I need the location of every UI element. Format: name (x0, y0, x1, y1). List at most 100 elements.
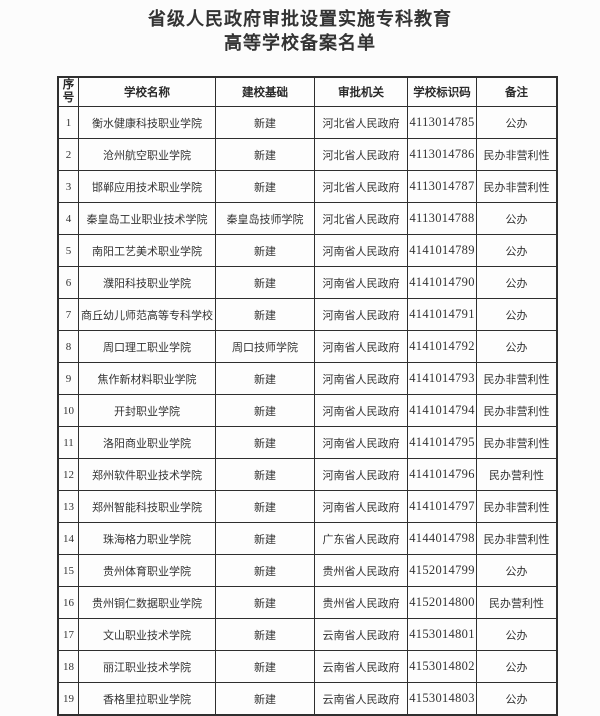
cell-founding-basis: 新建 (215, 138, 315, 171)
cell-serial-number: 5 (57, 234, 79, 267)
cell-remarks: 公办 (476, 266, 558, 299)
cell-remarks: 公办 (476, 106, 558, 139)
cell-remarks: 民办营利性 (476, 458, 558, 491)
cell-school-id-code: 4141014795 (407, 426, 477, 459)
cell-approval-authority: 云南省人民政府 (314, 682, 408, 716)
cell-approval-authority: 云南省人民政府 (314, 650, 408, 683)
cell-serial-number: 11 (57, 426, 79, 459)
cell-school-name: 香格里拉职业学院 (78, 682, 216, 716)
table-row: 12 郑州软件职业技术学院 新建 河南省人民政府 4141014796 民办营利… (57, 458, 558, 491)
cell-approval-authority: 河南省人民政府 (314, 394, 408, 427)
cell-founding-basis: 新建 (215, 682, 315, 716)
cell-serial-number: 16 (57, 586, 79, 619)
cell-school-name: 郑州软件职业技术学院 (78, 458, 216, 491)
cell-approval-authority: 河南省人民政府 (314, 330, 408, 363)
cell-school-name: 南阳工艺美术职业学院 (78, 234, 216, 267)
cell-founding-basis: 新建 (215, 298, 315, 331)
cell-founding-basis: 新建 (215, 234, 315, 267)
table-row: 2 沧州航空职业学院 新建 河北省人民政府 4113014786 民办非营利性 (57, 138, 558, 171)
cell-school-id-code: 4113014786 (407, 138, 477, 171)
cell-serial-number: 19 (57, 682, 79, 716)
cell-founding-basis: 新建 (215, 586, 315, 619)
cell-school-id-code: 4113014788 (407, 202, 477, 235)
cell-founding-basis: 新建 (215, 394, 315, 427)
cell-remarks: 民办非营利性 (476, 522, 558, 555)
cell-remarks: 公办 (476, 298, 558, 331)
cell-school-id-code: 4141014790 (407, 266, 477, 299)
cell-remarks: 民办非营利性 (476, 426, 558, 459)
cell-approval-authority: 广东省人民政府 (314, 522, 408, 555)
cell-serial-number: 6 (57, 266, 79, 299)
cell-school-id-code: 4141014797 (407, 490, 477, 523)
cell-school-id-code: 4113014785 (407, 106, 477, 139)
cell-school-name: 商丘幼儿师范高等专科学校 (78, 298, 216, 331)
cell-approval-authority: 河南省人民政府 (314, 458, 408, 491)
table-row: 16 贵州铜仁数据职业学院 新建 贵州省人民政府 4152014800 民办营利… (57, 586, 558, 619)
cell-approval-authority: 河南省人民政府 (314, 362, 408, 395)
cell-school-name: 珠海格力职业学院 (78, 522, 216, 555)
cell-approval-authority: 河南省人民政府 (314, 266, 408, 299)
document-title-line2: 高等学校备案名单 (224, 33, 376, 53)
cell-school-name: 濮阳科技职业学院 (78, 266, 216, 299)
cell-school-name: 贵州体育职业学院 (78, 554, 216, 587)
cell-founding-basis: 新建 (215, 554, 315, 587)
cell-serial-number: 12 (57, 458, 79, 491)
cell-school-id-code: 4141014793 (407, 362, 477, 395)
cell-school-name: 邯郸应用技术职业学院 (78, 170, 216, 203)
cell-serial-number: 2 (57, 138, 79, 171)
cell-approval-authority: 河南省人民政府 (314, 298, 408, 331)
cell-school-name: 衡水健康科技职业学院 (78, 106, 216, 139)
cell-founding-basis: 周口技师学院 (215, 330, 315, 363)
table-body: 1 衡水健康科技职业学院 新建 河北省人民政府 4113014785 公办 2 … (57, 106, 558, 716)
cell-school-name: 秦皇岛工业职业技术学院 (78, 202, 216, 235)
cell-remarks: 民办非营利性 (476, 362, 558, 395)
cell-founding-basis: 新建 (215, 458, 315, 491)
table-row: 11 洛阳商业职业学院 新建 河南省人民政府 4141014795 民办非营利性 (57, 426, 558, 459)
cell-remarks: 公办 (476, 202, 558, 235)
cell-school-name: 沧州航空职业学院 (78, 138, 216, 171)
cell-serial-number: 7 (57, 298, 79, 331)
cell-founding-basis: 新建 (215, 362, 315, 395)
cell-founding-basis: 新建 (215, 170, 315, 203)
cell-approval-authority: 云南省人民政府 (314, 618, 408, 651)
cell-remarks: 民办非营利性 (476, 170, 558, 203)
cell-serial-number: 9 (57, 362, 79, 395)
cell-school-id-code: 4141014789 (407, 234, 477, 267)
cell-approval-authority: 河北省人民政府 (314, 138, 408, 171)
cell-remarks: 公办 (476, 554, 558, 587)
cell-serial-number: 14 (57, 522, 79, 555)
cell-remarks: 民办营利性 (476, 586, 558, 619)
cell-approval-authority: 贵州省人民政府 (314, 586, 408, 619)
table-row: 7 商丘幼儿师范高等专科学校 新建 河南省人民政府 4141014791 公办 (57, 298, 558, 331)
cell-serial-number: 1 (57, 106, 79, 139)
header-school-id-code: 学校标识码 (407, 76, 477, 107)
cell-school-name: 开封职业学院 (78, 394, 216, 427)
cell-school-id-code: 4153014803 (407, 682, 477, 716)
cell-school-id-code: 4141014796 (407, 458, 477, 491)
cell-founding-basis: 新建 (215, 618, 315, 651)
cell-serial-number: 3 (57, 170, 79, 203)
document-title-line1: 省级人民政府审批设置实施专科教育 (148, 9, 452, 29)
cell-approval-authority: 河北省人民政府 (314, 170, 408, 203)
cell-approval-authority: 河南省人民政府 (314, 234, 408, 267)
cell-approval-authority: 河南省人民政府 (314, 426, 408, 459)
table-row: 4 秦皇岛工业职业技术学院 秦皇岛技师学院 河北省人民政府 4113014788… (57, 202, 558, 235)
school-record-table: 序号 学校名称 建校基础 审批机关 学校标识码 备注 1 衡水健康科技职业学院 … (57, 76, 558, 716)
header-founding-basis: 建校基础 (215, 76, 315, 107)
cell-founding-basis: 新建 (215, 522, 315, 555)
cell-school-name: 贵州铜仁数据职业学院 (78, 586, 216, 619)
cell-school-name: 洛阳商业职业学院 (78, 426, 216, 459)
cell-remarks: 公办 (476, 330, 558, 363)
cell-school-id-code: 4141014792 (407, 330, 477, 363)
table-head: 序号 学校名称 建校基础 审批机关 学校标识码 备注 (57, 76, 558, 107)
table-row: 10 开封职业学院 新建 河南省人民政府 4141014794 民办非营利性 (57, 394, 558, 427)
table-row: 15 贵州体育职业学院 新建 贵州省人民政府 4152014799 公办 (57, 554, 558, 587)
cell-approval-authority: 河北省人民政府 (314, 202, 408, 235)
cell-founding-basis: 新建 (215, 426, 315, 459)
cell-remarks: 公办 (476, 618, 558, 651)
cell-serial-number: 13 (57, 490, 79, 523)
cell-serial-number: 4 (57, 202, 79, 235)
table-row: 8 周口理工职业学院 周口技师学院 河南省人民政府 4141014792 公办 (57, 330, 558, 363)
cell-school-id-code: 4141014794 (407, 394, 477, 427)
